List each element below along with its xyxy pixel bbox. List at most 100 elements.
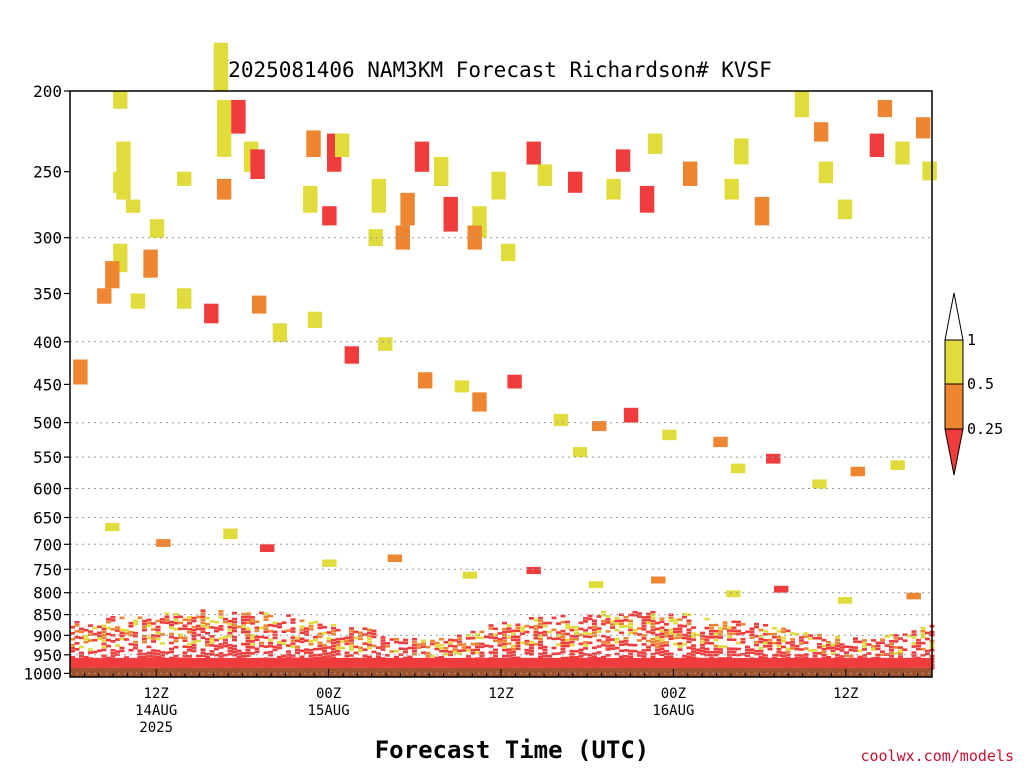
boundary-cell: [349, 654, 354, 657]
boundary-cell: [817, 652, 822, 655]
boundary-cell: [578, 654, 584, 658]
boundary-cell: [898, 649, 903, 652]
boundary-cell: [335, 628, 341, 632]
y-tick-label: 700: [33, 535, 62, 554]
boundary-cell: [610, 623, 615, 626]
gridlines: [70, 237, 932, 674]
boundary-cell: [781, 630, 786, 634]
boundary-cell: [362, 627, 368, 630]
boundary-cell: [299, 640, 305, 644]
boundary-cell: [826, 644, 831, 647]
boundary-cell: [263, 618, 269, 621]
boundary-cell: [191, 646, 197, 650]
boundary-cell: [893, 634, 899, 637]
boundary-cell: [299, 655, 305, 659]
heatmap-cell: [378, 337, 393, 351]
boundary-cell: [245, 630, 251, 633]
boundary-cell: [691, 653, 696, 656]
boundary-cell: [137, 655, 143, 659]
boundary-cell: [110, 640, 116, 643]
y-tick-label: 400: [33, 333, 62, 352]
boundary-cell: [551, 616, 557, 620]
boundary-cell: [533, 633, 539, 637]
boundary-cell: [691, 650, 696, 653]
boundary-cell: [263, 624, 269, 627]
heatmap-cell: [177, 171, 192, 186]
boundary-cell: [340, 640, 345, 644]
boundary-cell: [749, 627, 755, 630]
heatmap-cell: [647, 133, 663, 154]
colorbar-segment: [944, 383, 964, 430]
boundary-cell: [299, 625, 305, 629]
boundary-cell: [529, 641, 534, 644]
boundary-cell: [151, 622, 156, 625]
boundary-cell: [569, 652, 575, 656]
boundary-cell: [254, 650, 260, 654]
heatmap-cell: [526, 141, 541, 165]
boundary-cell: [263, 645, 269, 648]
boundary-cell: [380, 645, 386, 648]
boundary-cell: [745, 651, 750, 655]
boundary-cell: [205, 632, 210, 635]
boundary-cell: [736, 629, 741, 633]
boundary-cell: [299, 619, 305, 623]
boundary-cell: [245, 618, 251, 621]
boundary-cell: [767, 647, 773, 651]
boundary-cell: [124, 629, 129, 632]
boundary-cell: [511, 653, 516, 657]
boundary-cell: [862, 654, 867, 657]
boundary-cell: [268, 650, 273, 654]
boundary-cell: [677, 618, 683, 621]
boundary-cell: [187, 649, 192, 652]
boundary-cell: [745, 630, 750, 634]
boundary-cell: [902, 633, 908, 636]
boundary-cell: [781, 636, 786, 640]
boundary-cell: [619, 631, 624, 635]
boundary-cell: [605, 621, 611, 624]
boundary-cell: [218, 655, 224, 658]
boundary-cell: [349, 636, 354, 639]
boundary-cell: [655, 621, 660, 625]
boundary-cell: [263, 630, 269, 633]
boundary-cell: [155, 619, 161, 623]
boundary-cell: [592, 634, 597, 638]
boundary-cell: [727, 656, 732, 659]
boundary-cell: [205, 617, 210, 620]
boundary-cell: [367, 643, 372, 647]
boundary-cell: [479, 654, 485, 658]
boundary-cell: [538, 619, 543, 623]
heatmap-cell: [713, 436, 728, 448]
boundary-cell: [785, 641, 791, 645]
boundary-cell: [920, 629, 926, 633]
boundary-cell: [664, 629, 669, 632]
boundary-cell: [205, 626, 210, 629]
boundary-cell: [439, 646, 444, 650]
boundary-cell: [583, 635, 588, 638]
boundary-cell: [551, 628, 557, 632]
boundary-cell: [191, 640, 197, 644]
boundary-cell: [169, 647, 174, 651]
boundary-cell: [493, 654, 498, 658]
boundary-cell: [470, 630, 476, 634]
boundary-cell: [196, 633, 201, 637]
boundary-cell: [281, 639, 287, 642]
boundary-cell: [857, 640, 863, 644]
boundary-cell: [650, 619, 656, 623]
boundary-cell: [79, 654, 84, 658]
boundary-cell: [583, 620, 588, 623]
boundary-cell: [533, 627, 539, 631]
boundary-cell: [551, 637, 557, 641]
boundary-cell: [97, 649, 102, 653]
boundary-cell: [412, 643, 417, 647]
boundary-cell: [110, 616, 116, 619]
boundary-cell: [259, 644, 264, 648]
boundary-cell: [745, 645, 750, 649]
boundary-cell: [668, 616, 674, 620]
boundary-cell: [538, 631, 543, 635]
boundary-cell: [367, 628, 372, 632]
boundary-cell: [875, 656, 881, 660]
boundary-cell: [254, 635, 260, 639]
boundary-cell: [403, 641, 408, 645]
boundary-cell: [848, 654, 854, 658]
y-tick-label: 550: [33, 448, 62, 467]
